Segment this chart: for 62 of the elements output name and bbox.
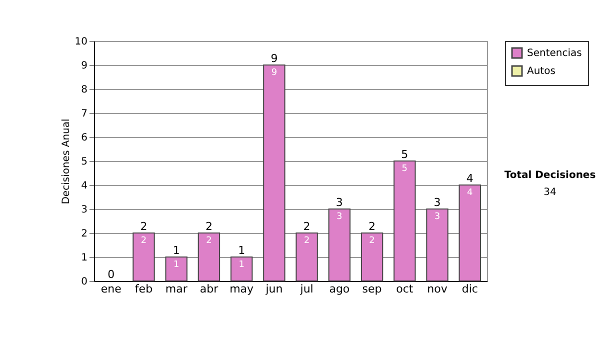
x-tick-label: ene bbox=[100, 282, 122, 296]
bar bbox=[132, 232, 155, 282]
y-tick-label: 10 bbox=[74, 36, 88, 48]
total-label: 2 bbox=[205, 220, 212, 233]
total-label: 5 bbox=[401, 148, 408, 161]
data-label: 2 bbox=[206, 236, 212, 246]
y-tick-label: 0 bbox=[81, 276, 88, 288]
total-label: 4 bbox=[466, 172, 474, 185]
data-label: 2 bbox=[369, 236, 375, 246]
x-tick-label: mar bbox=[165, 282, 188, 296]
total-label: 2 bbox=[140, 220, 148, 233]
total-label: 1 bbox=[238, 244, 246, 257]
bar bbox=[230, 256, 253, 282]
data-label: 3 bbox=[434, 212, 440, 222]
bar bbox=[263, 64, 286, 282]
x-tick-label: may bbox=[230, 282, 254, 296]
y-tick-label: 7 bbox=[81, 108, 88, 120]
data-label: 2 bbox=[140, 236, 147, 246]
bar bbox=[165, 256, 188, 282]
total-label: 2 bbox=[368, 220, 376, 233]
total-label: 9 bbox=[270, 52, 278, 65]
total-label: 1 bbox=[172, 244, 180, 257]
total-label: 2 bbox=[303, 220, 310, 233]
text: 34 bbox=[542, 187, 558, 198]
total-label: 3 bbox=[434, 196, 441, 209]
data-label: 1 bbox=[173, 260, 180, 270]
x-tick-label: abr bbox=[200, 282, 219, 296]
x-tick-label: nov bbox=[427, 282, 448, 296]
bar bbox=[198, 232, 220, 282]
legend-label: Sentencias bbox=[527, 48, 582, 59]
data-label: 9 bbox=[271, 68, 278, 78]
data-label: 1 bbox=[238, 260, 244, 270]
x-tick-label: ago bbox=[329, 282, 350, 296]
bar bbox=[394, 160, 416, 282]
y-tick-label: 4 bbox=[81, 180, 88, 192]
data-label: 4 bbox=[467, 188, 474, 198]
x-tick-label: oct bbox=[396, 282, 414, 296]
y-tick-label: 1 bbox=[81, 252, 88, 264]
y-tick-label: 2 bbox=[81, 228, 88, 240]
y-axis-title: Decisiones Anual bbox=[60, 118, 72, 204]
y-tick-label: 9 bbox=[81, 60, 88, 72]
data-label: 3 bbox=[336, 212, 342, 222]
data-label: 5 bbox=[402, 164, 408, 174]
text: Total Decisiones bbox=[503, 170, 597, 181]
x-tick-label: dic bbox=[462, 282, 478, 296]
y-tick-label: 3 bbox=[81, 204, 88, 216]
y-tick-label: 8 bbox=[81, 84, 88, 96]
total-label: 3 bbox=[336, 196, 343, 209]
y-tick-label: 5 bbox=[81, 156, 88, 168]
bar bbox=[360, 232, 384, 282]
x-tick-label: jun bbox=[264, 282, 283, 296]
x-tick-label: sep bbox=[362, 282, 382, 296]
legend-label: Autos bbox=[527, 66, 556, 77]
bar bbox=[458, 184, 481, 282]
y-tick-label: 6 bbox=[81, 132, 88, 144]
bar bbox=[328, 208, 351, 282]
data-label: 2 bbox=[304, 236, 310, 246]
bar bbox=[296, 232, 318, 282]
x-tick-label: feb bbox=[134, 282, 153, 296]
x-tick-label: jul bbox=[299, 282, 314, 296]
total-label: 0 bbox=[108, 268, 115, 281]
bar bbox=[426, 208, 448, 282]
